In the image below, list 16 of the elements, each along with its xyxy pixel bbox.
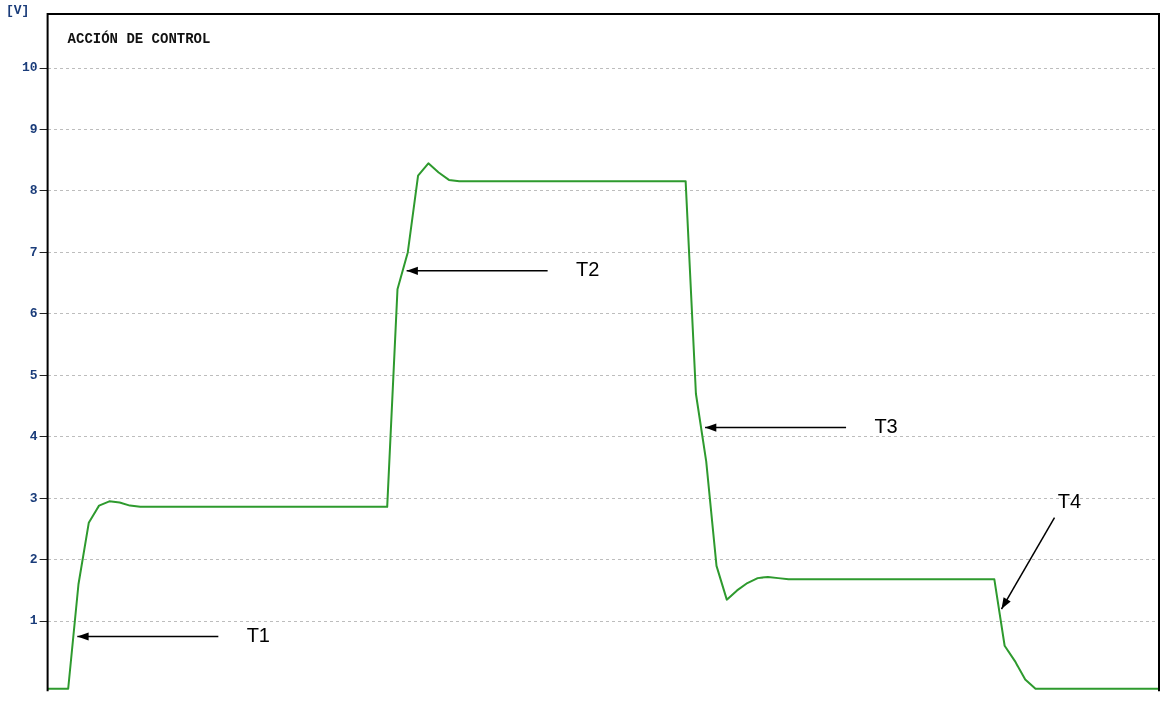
y-tick-label: 3 xyxy=(29,490,38,506)
y-axis-title: [V] xyxy=(6,2,30,18)
y-tick-label: 9 xyxy=(29,121,38,137)
y-tick-label: 2 xyxy=(29,551,38,567)
y-tick-label: 10 xyxy=(21,60,38,76)
annotation: T2 xyxy=(575,258,600,281)
annotation: T3 xyxy=(874,415,898,438)
y-tick-label: 6 xyxy=(29,306,38,322)
y-tick-label: 1 xyxy=(29,613,38,629)
y-tick-label: 5 xyxy=(29,367,38,383)
text: ACCIÓN DE CONTROL xyxy=(67,29,211,47)
y-tick-label: 8 xyxy=(29,183,38,199)
annotation: T1 xyxy=(246,624,270,647)
y-tick-label: 4 xyxy=(29,429,38,445)
annotation: T4 xyxy=(1057,490,1082,513)
y-tick-label: 7 xyxy=(29,244,38,260)
